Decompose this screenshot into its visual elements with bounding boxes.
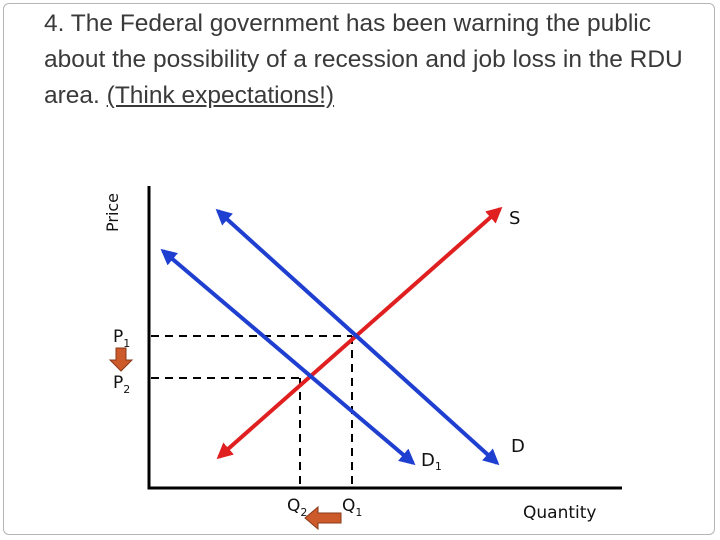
quantity-left-arrow-icon <box>304 505 342 531</box>
p2-label-sub: 2 <box>123 383 130 396</box>
slide-title: 4. The Federal government has been warni… <box>44 6 704 114</box>
title-main-text: 4. The Federal government has been warni… <box>44 10 683 109</box>
demand-new-label: D1 <box>421 450 442 473</box>
q2-label: Q2 <box>287 496 307 519</box>
q1-label: Q1 <box>342 496 362 519</box>
q2-label-sub: 2 <box>300 506 307 519</box>
y-axis-label: Price <box>103 193 122 232</box>
demand-new-label-base: D <box>421 450 435 471</box>
demand-new-label-sub: 1 <box>435 460 442 473</box>
p1-label: P1 <box>113 327 130 350</box>
demand-label: D <box>511 436 525 457</box>
x-axis-label: Quantity <box>523 503 596 523</box>
slide-frame <box>3 3 715 535</box>
q2-label-base: Q <box>287 496 300 516</box>
supply-label: S <box>509 208 520 229</box>
price-down-arrow-icon <box>108 347 134 372</box>
p2-label-base: P <box>113 373 123 393</box>
p2-label: P2 <box>113 373 130 396</box>
title-emphasis-text: (Think expectations!) <box>106 82 335 109</box>
p1-label-base: P <box>113 327 123 347</box>
p1-label-sub: 1 <box>123 337 130 350</box>
q1-label-base: Q <box>342 496 355 516</box>
demand-curve-d1 <box>160 248 416 466</box>
q1-label-sub: 1 <box>355 506 362 519</box>
